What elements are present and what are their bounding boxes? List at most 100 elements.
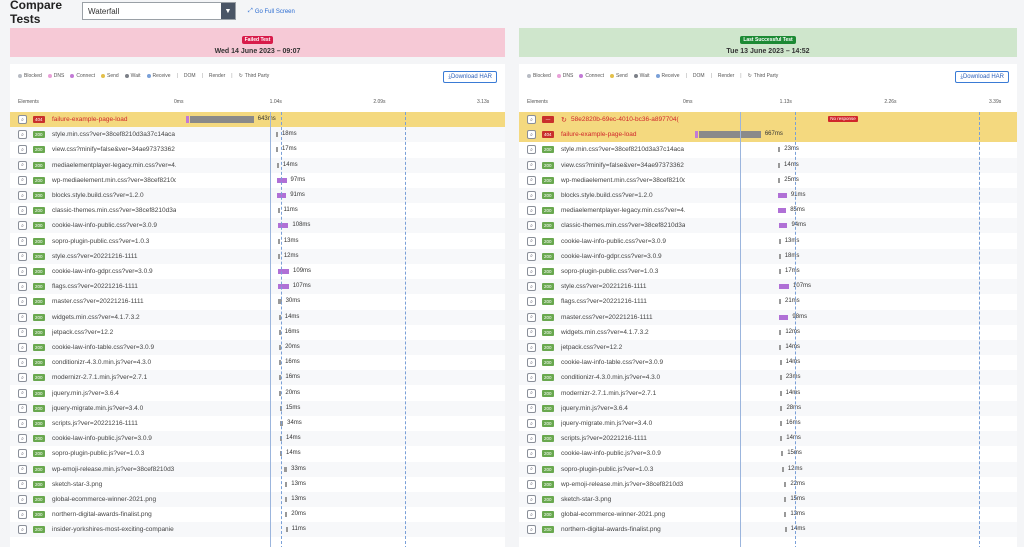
download-har-button[interactable]: ⤓ Download HAR: [443, 71, 497, 83]
search-icon[interactable]: ⌕: [18, 403, 27, 413]
search-icon[interactable]: ⌕: [527, 297, 536, 307]
table-row[interactable]: ⌕ 200 sketch-star-3.png 13ms: [10, 477, 505, 492]
search-icon[interactable]: ⌕: [18, 130, 27, 140]
table-row[interactable]: ⌕ 200 jquery-migrate.min.js?ver=3.4.0 15ms: [10, 400, 505, 416]
table-row[interactable]: ⌕ 200 wp-emoji-release.min.js?ver=38cef821…: [519, 477, 1017, 492]
table-row[interactable]: ⌕ 200 northern-digital-awards-finalist.png…: [10, 507, 505, 522]
table-row[interactable]: ⌕ 200 sopro-plugin-public.js?ver=1.0.3 12ms: [519, 461, 1017, 477]
search-icon[interactable]: ⌕: [18, 236, 27, 246]
table-row[interactable]: ⌕ 200 flags.css?ver=20221216-1111 21ms: [519, 294, 1017, 309]
search-icon[interactable]: ⌕: [527, 495, 536, 504]
table-row[interactable]: ⌕ 200 cookie-law-info-table.css?ver=3.0.9 1…: [519, 355, 1017, 370]
table-row[interactable]: ⌕ 200 sopro-plugin-public.css?ver=1.0.3 17m…: [519, 264, 1017, 279]
table-row[interactable]: ⌕ 200 cookie-law-info-public.js?ver=3.0.9 1…: [519, 446, 1017, 461]
table-row[interactable]: ⌕ 200 master.css?ver=20221216-1111 30ms: [10, 294, 505, 309]
search-icon[interactable]: ⌕: [527, 251, 536, 261]
table-row[interactable]: ⌕ 200 flags.css?ver=20221216-1111 107ms: [10, 279, 505, 295]
search-icon[interactable]: ⌕: [527, 191, 536, 200]
table-row[interactable]: ⌕ 200 blocks.style.build.css?ver=1.2.0 91ms: [519, 188, 1017, 203]
table-row[interactable]: ⌕ 200 widgets.min.css?ver=4.1.7.3.2 14ms: [10, 309, 505, 325]
table-row[interactable]: ⌕ 200 jetpack.css?ver=12.2 14ms: [519, 340, 1017, 355]
search-icon[interactable]: ⌕: [18, 525, 27, 535]
search-icon[interactable]: ⌕: [527, 221, 536, 231]
search-icon[interactable]: ⌕: [527, 130, 536, 140]
search-icon[interactable]: ⌕: [527, 312, 536, 322]
search-icon[interactable]: ⌕: [18, 267, 27, 276]
table-row[interactable]: ⌕ 200 cookie-law-info-gdpr.css?ver=3.0.9 18…: [519, 248, 1017, 264]
search-icon[interactable]: ⌕: [18, 282, 27, 292]
search-icon[interactable]: ⌕: [18, 419, 27, 428]
search-icon[interactable]: ⌕: [527, 434, 536, 444]
table-row[interactable]: ⌕ 200 wp-mediaelement.min.css?ver=38cef821…: [10, 173, 505, 188]
search-icon[interactable]: ⌕: [18, 479, 27, 489]
search-icon[interactable]: ⌕: [527, 388, 536, 398]
go-full-screen-link[interactable]: ⤢ Go Full Screen: [248, 8, 295, 15]
search-icon[interactable]: ⌕: [527, 403, 536, 413]
search-icon[interactable]: ⌕: [18, 510, 27, 520]
table-row[interactable]: ⌕ 200 cookie-law-info-table.css?ver=3.0.9 2…: [10, 340, 505, 355]
table-row[interactable]: ⌕ 200 cookie-law-info-public.css?ver=3.0.9…: [10, 218, 505, 234]
table-row[interactable]: ⌕ 200 cookie-law-info-public.css?ver=3.0.9…: [519, 234, 1017, 249]
table-row[interactable]: ⌕ 200 master.css?ver=20221216-1111 98ms: [519, 309, 1017, 325]
search-icon[interactable]: ⌕: [527, 206, 536, 216]
table-row[interactable]: ⌕ 200 wp-mediaelement.min.css?ver=38cef821…: [519, 173, 1017, 188]
search-icon[interactable]: ⌕: [18, 449, 27, 459]
search-icon[interactable]: ⌕: [527, 160, 536, 170]
table-row[interactable]: ⌕ 200 view.css?minify=false&ver=34ae973733…: [519, 157, 1017, 173]
table-row[interactable]: ⌕ 200 conditionizr-4.3.0.min.js?ver=4.3.0 2…: [519, 370, 1017, 386]
search-icon[interactable]: ⌕: [18, 327, 27, 337]
search-icon[interactable]: ⌕: [527, 343, 536, 352]
search-icon[interactable]: ⌕: [527, 464, 536, 474]
search-icon[interactable]: ⌕: [527, 267, 536, 276]
search-icon[interactable]: ⌕: [18, 495, 27, 504]
search-icon[interactable]: ⌕: [527, 525, 536, 535]
table-row[interactable]: ⌕ 200 style.css?ver=20221216-1111 107ms: [519, 279, 1017, 295]
search-icon[interactable]: ⌕: [18, 115, 27, 124]
table-row[interactable]: ⌕ 200 modernizr-2.7.1.min.js?ver=2.7.1 16ms: [10, 370, 505, 386]
table-row[interactable]: ⌕ 200 view.css?minify=false&ver=34ae973733…: [10, 142, 505, 157]
table-row[interactable]: ⌕ 404 failure-example-page-load 667ms: [519, 127, 1017, 143]
search-icon[interactable]: ⌕: [527, 358, 536, 368]
search-icon[interactable]: ⌕: [527, 236, 536, 246]
table-row[interactable]: ⌕ 200 jquery.min.js?ver=3.6.4 28ms: [519, 400, 1017, 416]
table-row[interactable]: ⌕ 200 mediaelementplayer-legacy.min.css?ve…: [10, 157, 505, 173]
table-row[interactable]: ⌕ 200 jquery.min.js?ver=3.6.4 20ms: [10, 386, 505, 401]
search-icon[interactable]: ⌕: [527, 175, 536, 185]
table-row[interactable]: ⌕ 200 conditionizr-4.3.0.min.js?ver=4.3.0 1…: [10, 355, 505, 370]
search-icon[interactable]: ⌕: [18, 206, 27, 216]
search-icon[interactable]: ⌕: [527, 115, 536, 124]
search-icon[interactable]: ⌕: [527, 479, 536, 489]
search-icon[interactable]: ⌕: [527, 327, 536, 337]
search-icon[interactable]: ⌕: [527, 510, 536, 520]
search-icon[interactable]: ⌕: [18, 297, 27, 307]
table-row[interactable]: ⌕ 200 style.min.css?ver=38cef8210d3a37c14a…: [519, 142, 1017, 157]
table-row[interactable]: ⌕ 200 sketch-star-3.png 15ms: [519, 492, 1017, 507]
search-icon[interactable]: ⌕: [18, 434, 27, 444]
table-row[interactable]: ⌕ 200 scripts.js?ver=20221216-1111 14ms: [519, 431, 1017, 447]
search-icon[interactable]: ⌕: [18, 160, 27, 170]
chevron-down-icon[interactable]: ▼: [221, 3, 235, 19]
search-icon[interactable]: ⌕: [527, 145, 536, 155]
table-row[interactable]: ⌕ 200 global-ecommerce-winner-2021.png 13ms: [519, 507, 1017, 522]
download-har-button[interactable]: ⤓ Download HAR: [955, 71, 1009, 83]
table-row[interactable]: ⌕ 200 global-ecommerce-winner-2021.png 13ms: [10, 492, 505, 507]
table-row[interactable]: ⌕ 200 style.css?ver=20221216-1111 12ms: [10, 248, 505, 264]
table-row[interactable]: ⌕ 200 widgets.min.css?ver=4.1.7.3.2 12ms: [519, 325, 1017, 340]
search-icon[interactable]: ⌕: [18, 191, 27, 200]
search-icon[interactable]: ⌕: [18, 358, 27, 368]
search-icon[interactable]: ⌕: [18, 464, 27, 474]
search-icon[interactable]: ⌕: [527, 373, 536, 383]
view-select[interactable]: Waterfall ▼: [82, 2, 236, 20]
search-icon[interactable]: ⌕: [527, 282, 536, 292]
table-row[interactable]: ⌕ 200 style.min.css?ver=38cef8210d3a37c14a…: [10, 127, 505, 143]
search-icon[interactable]: ⌕: [18, 145, 27, 155]
table-row[interactable]: ⌕ 200 jquery-migrate.min.js?ver=3.4.0 16ms: [519, 416, 1017, 431]
search-icon[interactable]: ⌕: [527, 449, 536, 459]
search-icon[interactable]: ⌕: [18, 388, 27, 398]
table-row[interactable]: ⌕ 200 blocks.style.build.css?ver=1.2.0 91ms: [10, 188, 505, 203]
search-icon[interactable]: ⌕: [527, 419, 536, 428]
table-row[interactable]: ⌕ 200 northern-digital-awards-finalist.png…: [519, 522, 1017, 538]
table-row[interactable]: ⌕ 404 failure-example-page-load 643ms: [10, 112, 505, 127]
table-row[interactable]: ⌕ 200 classic-themes.min.css?ver=38cef8210…: [10, 203, 505, 218]
table-row[interactable]: ⌕ — ↻ 58e2820b-69ec-4010-bc36-a897704(No re…: [519, 112, 1017, 127]
